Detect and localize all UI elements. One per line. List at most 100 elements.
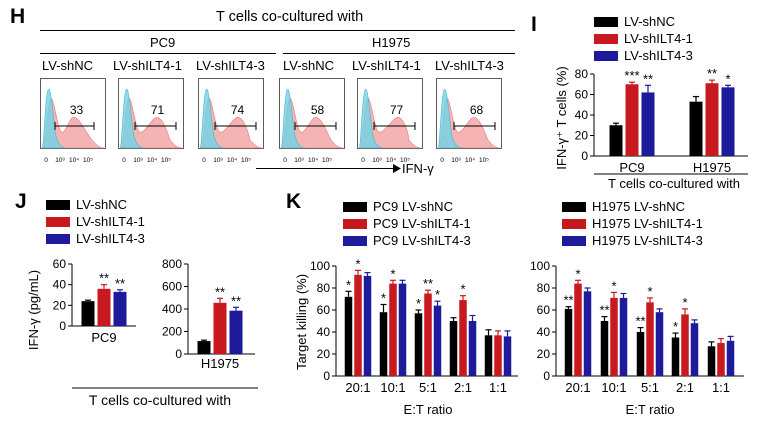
pc9-rule [40,53,276,54]
flow-axis-tick-label: 10⁴ [227,157,237,164]
flow-axis-tick-label: 10³ [451,157,461,164]
x-category-label: PC9 [91,330,116,345]
x-category-label: 5:1 [641,380,659,395]
y-axis-title: IFN-γ (pg/mL) [26,270,41,350]
bar [354,274,362,376]
x-category-label: 10:1 [380,380,405,395]
panel-letter-h: H [10,5,26,28]
flow-histogram-5: 77 0 10³ 10⁴ 10⁵ [357,78,423,164]
significance-marker: ** [635,314,645,329]
significance-marker: ** [99,271,109,286]
bar [625,84,639,156]
flow-axis-tick-label: 10⁵ [400,157,410,164]
significance-marker: ** [423,276,433,291]
bar [641,92,655,156]
flow-histogram-2: 71 0 10³ 10⁴ 10⁵ [118,78,184,164]
flow-histogram-4: 58 0 10³ 10⁴ 10⁵ [279,78,345,164]
significance-marker: ** [643,71,653,86]
y-axis-title: IFN-γ⁺ T cells (%) [554,66,569,169]
x-category-label: PC9 [619,160,644,175]
control-histogram [119,89,145,149]
y-tick-label: 100 [530,259,550,273]
significance-marker: * [725,71,730,86]
legend-item-h1975-shilt4-3: H1975 LV-shILT4-3 [562,233,703,248]
bar [433,305,442,376]
bar [494,335,502,376]
significance-marker: * [611,278,616,293]
y-tick-label: 0 [581,149,588,163]
flow-histogram-6: 68 0 10³ 10⁴ 10⁵ [436,78,502,164]
legend-swatch [562,201,586,212]
x-category-label: 1:1 [489,380,507,395]
control-histogram [199,89,225,149]
legend-label: PC9 LV-shILT4-1 [373,216,471,231]
legend-swatch [594,16,618,27]
flow-axis-tick-label: 10⁵ [322,157,332,164]
significance-marker: * [460,282,465,297]
x-axis-title: T cells co-cultured with [608,176,740,191]
y-tick-label: 800 [162,257,182,271]
flow-axis-tick-label: 0 [440,157,444,164]
bar [610,297,618,376]
gate-percentage: 74 [231,103,245,117]
gate-percentage: 33 [70,103,84,117]
x-axis-title: E:T ratio [404,402,453,417]
ifn-axis-arrow-line [256,168,396,169]
y-tick-label: 20 [575,129,589,143]
flow-axis-tick-label: 10⁴ [308,157,318,164]
condition-label: LV-shILT4-1 [113,58,182,73]
group-label-h1975: H1975 [372,35,411,50]
legend-label: H1975 LV-shILT4-1 [592,216,703,231]
flow-axis-tick-label: 10⁵ [479,157,489,164]
bar [705,83,719,156]
significance-marker: * [673,319,678,334]
y-tick-label: 80 [575,67,589,81]
legend-swatch [343,201,367,212]
significance-marker: * [346,277,351,292]
flow-axis-tick-label: 0 [44,157,48,164]
bar [636,332,645,376]
h1975-rule [283,53,515,54]
legend-swatch [343,218,367,229]
legend-swatch [562,218,586,229]
bar [197,341,211,354]
legend-swatch [46,199,70,210]
legend-label: LV-shILT4-3 [624,48,693,63]
legend-item-pc9-shilt4-3: PC9 LV-shILT4-3 [343,233,471,248]
legend-item-h1975-shilt4-1: H1975 LV-shILT4-1 [562,216,703,231]
y-tick-label: 40 [317,325,331,339]
bar [363,275,372,376]
bar [229,310,243,354]
bar [459,300,467,376]
y-tick-label: 60 [575,88,589,102]
flow-axis-tick-label: 0 [122,157,126,164]
legend-item-shnc: LV-shNC [594,14,675,29]
flow-axis-tick-label: 10⁴ [69,157,79,164]
flow-axis-tick-label: 10⁵ [161,157,171,164]
condition-label: LV-shILT4-1 [352,58,421,73]
significance-marker: ** [231,293,241,308]
bar [574,283,582,376]
y-tick-label: 40 [575,108,589,122]
legend-label: LV-shILT4-1 [76,214,145,229]
header-rule [40,30,515,31]
significance-marker: ** [115,276,125,291]
y-tick-label: 400 [162,302,182,316]
bar [398,283,407,376]
bar [600,321,609,376]
legend-label: H1975 LV-shNC [592,199,685,214]
bar [449,321,458,376]
legend-item-shilt4-1: LV-shILT4-1 [46,214,145,229]
flow-axis-tick-label: 10⁵ [241,157,251,164]
x-category-label: 2:1 [454,380,472,395]
legend-item-shilt4-1: LV-shILT4-1 [594,31,693,46]
legend-item-shnc: LV-shNC [46,197,127,212]
significance-marker: * [355,256,360,271]
group-label-pc9: PC9 [150,35,176,50]
bar [689,101,703,156]
panel-letter-k: K [286,190,302,213]
x-category-label: 20:1 [345,380,370,395]
legend-label: LV-shILT4-1 [624,31,693,46]
bar [389,283,397,376]
